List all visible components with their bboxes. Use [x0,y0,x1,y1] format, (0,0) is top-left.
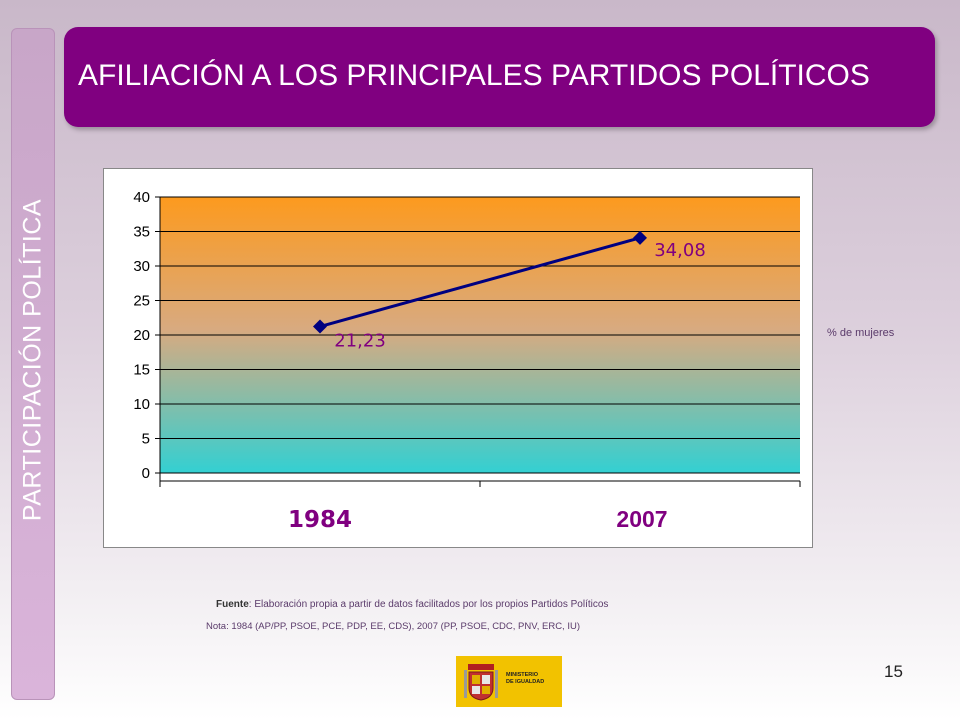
y-tick-label: 20 [133,327,150,344]
chart: 0 5 10 15 20 25 30 35 40 1984 2007 21,23 34,08 [103,168,813,548]
ministry-logo: MINISTERIO DE IGUALDAD [456,656,562,707]
ministry-name: MINISTERIO DE IGUALDAD [506,672,545,685]
section-label: PARTICIPACIÓN POLÍTICA [18,198,47,522]
data-point [633,230,647,245]
page-number: 15 [884,662,903,681]
y-tick-label: 5 [142,431,150,448]
source-text: : Elaboración propia a partir de datos f… [248,599,609,610]
x-category-label: 1984 [288,507,352,533]
data-label: 21,23 [334,331,386,352]
data-point [313,319,327,334]
series-line [319,236,641,328]
coat-of-arms-icon [464,664,498,701]
chart-svg: 0 5 10 15 20 25 30 35 40 1984 2007 21,23 34,08 [133,189,801,533]
y-tick-label: 0 [142,465,150,482]
source-label: Fuente [216,599,249,610]
title-banner: AFILIACIÓN A LOS PRINCIPALES PARTIDOS PO… [64,27,935,127]
y-tick-label: 10 [133,396,150,413]
side-band [11,28,55,700]
x-category-label: 2007 [616,506,667,532]
data-label: 34,08 [654,240,706,261]
legend-label: % de mujeres [827,327,895,339]
source-note: Fuente: Elaboración propia a partir de d… [216,599,608,610]
y-tick-label: 25 [133,293,150,310]
parties-note: Nota: 1984 (AP/PP, PSOE, PCE, PDP, EE, C… [206,621,580,632]
y-tick-label: 35 [133,224,150,241]
y-tick-label: 30 [133,258,150,275]
y-tick-label: 15 [133,362,150,379]
slide-title: AFILIACIÓN A LOS PRINCIPALES PARTIDOS PO… [78,59,870,92]
y-tick-label: 40 [133,189,150,206]
